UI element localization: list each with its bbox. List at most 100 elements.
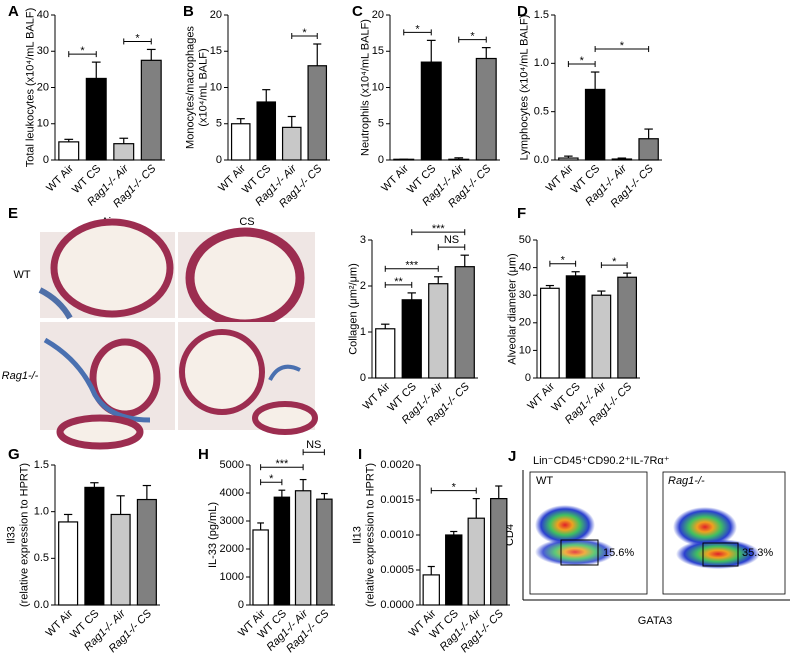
panel-letter: H — [198, 446, 209, 463]
micrograph — [38, 218, 175, 320]
bar — [252, 529, 269, 606]
bar-chart: I 0.0000 0.0005 0.0010 0.0015 0.0020 Il13 (rela… — [352, 446, 510, 655]
y-tick-label: 15 — [210, 45, 222, 57]
bar — [84, 486, 105, 606]
significance-label: *** — [405, 260, 419, 272]
bar — [230, 123, 251, 161]
error-bar — [257, 522, 264, 530]
y-tick-label: 1.5 — [534, 9, 549, 21]
micrograph — [40, 322, 175, 450]
error-bar — [321, 492, 328, 500]
error-bar — [64, 138, 74, 142]
error-bar — [617, 157, 627, 160]
error-bar — [381, 323, 390, 329]
bar — [281, 126, 302, 161]
significance-bracket — [302, 449, 325, 456]
y-tick-label: 0.0000 — [380, 599, 414, 611]
error-bar — [460, 254, 469, 267]
y-tick-label: 5 — [216, 118, 222, 130]
bar — [467, 517, 485, 606]
micrograph — [178, 322, 318, 435]
plot-label: Rag1-/- — [668, 475, 705, 487]
y-tick-label: 20 — [210, 9, 222, 21]
bar — [140, 59, 162, 161]
gate-percent: 15.6% — [603, 547, 634, 559]
significance-label: * — [135, 32, 140, 44]
error-bar — [407, 292, 416, 300]
error-bar — [481, 47, 491, 59]
error-bar — [313, 43, 322, 66]
y-axis-label: Il33 — [5, 526, 17, 544]
significance-bracket — [260, 479, 283, 486]
y-tick-label: 10 — [210, 81, 222, 93]
y-axis-label: (x10⁴/mL BALF) — [198, 48, 210, 126]
significance-label: * — [580, 55, 585, 67]
bar — [307, 65, 328, 161]
y-tick-label: 20 — [372, 9, 384, 21]
flow-plot: Rag1-/- 35.3% — [662, 471, 786, 595]
y-tick-label: 3000 — [220, 515, 244, 527]
bar-chart: B 0 5 10 15 20 Monocytes/macrophages (x10⁴/mL B… — [183, 3, 330, 210]
y-tick-label: 30 — [37, 45, 49, 57]
y-tick-label: 20 — [519, 317, 531, 329]
bar — [58, 521, 79, 606]
error-bar — [571, 271, 580, 276]
panel-letter: E — [8, 205, 18, 222]
bar — [540, 287, 560, 379]
bar — [316, 498, 333, 606]
y-tick-label: 1000 — [220, 571, 244, 583]
micrograph — [178, 227, 315, 329]
y-axis-label: Neutrophils (x10⁴/mL BALF) — [360, 19, 372, 156]
bar — [638, 138, 659, 161]
y-tick-label: 10 — [372, 81, 384, 93]
y-tick-label: 2000 — [220, 543, 244, 555]
y-tick-label: 0 — [360, 372, 366, 384]
panel-letter: C — [352, 3, 363, 20]
error-bar — [597, 290, 606, 296]
y-tick-label: 3 — [360, 234, 366, 246]
y-tick-label: 50 — [519, 234, 531, 246]
significance-bracket — [458, 36, 487, 43]
error-bar — [90, 482, 99, 488]
panel-letter: B — [183, 3, 194, 20]
error-bar — [564, 155, 573, 159]
error-bar — [427, 565, 435, 575]
bar — [420, 61, 442, 161]
y-tick-label: 0.0020 — [380, 459, 414, 471]
panel-letter: D — [517, 3, 528, 20]
bar — [445, 534, 463, 606]
panel-letter: J — [508, 448, 516, 465]
significance-bracket — [384, 265, 439, 272]
flow-cytometry: J Lin⁻CD45⁺CD90.2⁺IL-7Rα⁺ CD4 GATA3 WT 1… — [504, 448, 790, 627]
flow-plot: WT 15.6% — [529, 471, 648, 595]
significance-bracket — [68, 51, 97, 58]
error-bar — [91, 61, 101, 79]
bar-chart: G 0.0 0.5 1.0 1.5 Il33 (relative expression to… — [5, 446, 160, 655]
bar — [256, 101, 277, 161]
significance-label: * — [415, 23, 420, 35]
panel-letter: A — [8, 3, 19, 20]
error-bar — [299, 478, 307, 491]
significance-bracket — [291, 33, 318, 39]
histology: E Air CS WT Rag1-/- — [2, 205, 318, 450]
y-tick-label: 30 — [519, 289, 531, 301]
significance-bracket — [549, 260, 577, 267]
significance-bracket — [411, 229, 466, 236]
error-bar — [454, 157, 464, 160]
bar — [113, 143, 135, 161]
significance-label: * — [269, 473, 274, 485]
error-bar — [545, 284, 554, 289]
significance-label: * — [561, 255, 566, 267]
error-bar — [495, 485, 503, 499]
y-tick-label: 10 — [37, 118, 49, 130]
y-axis-label: Monocytes/macrophages — [185, 26, 197, 149]
x-axis-label: GATA3 — [638, 615, 672, 627]
error-bar — [63, 513, 73, 522]
error-bar — [287, 115, 296, 128]
error-bar — [434, 276, 443, 284]
